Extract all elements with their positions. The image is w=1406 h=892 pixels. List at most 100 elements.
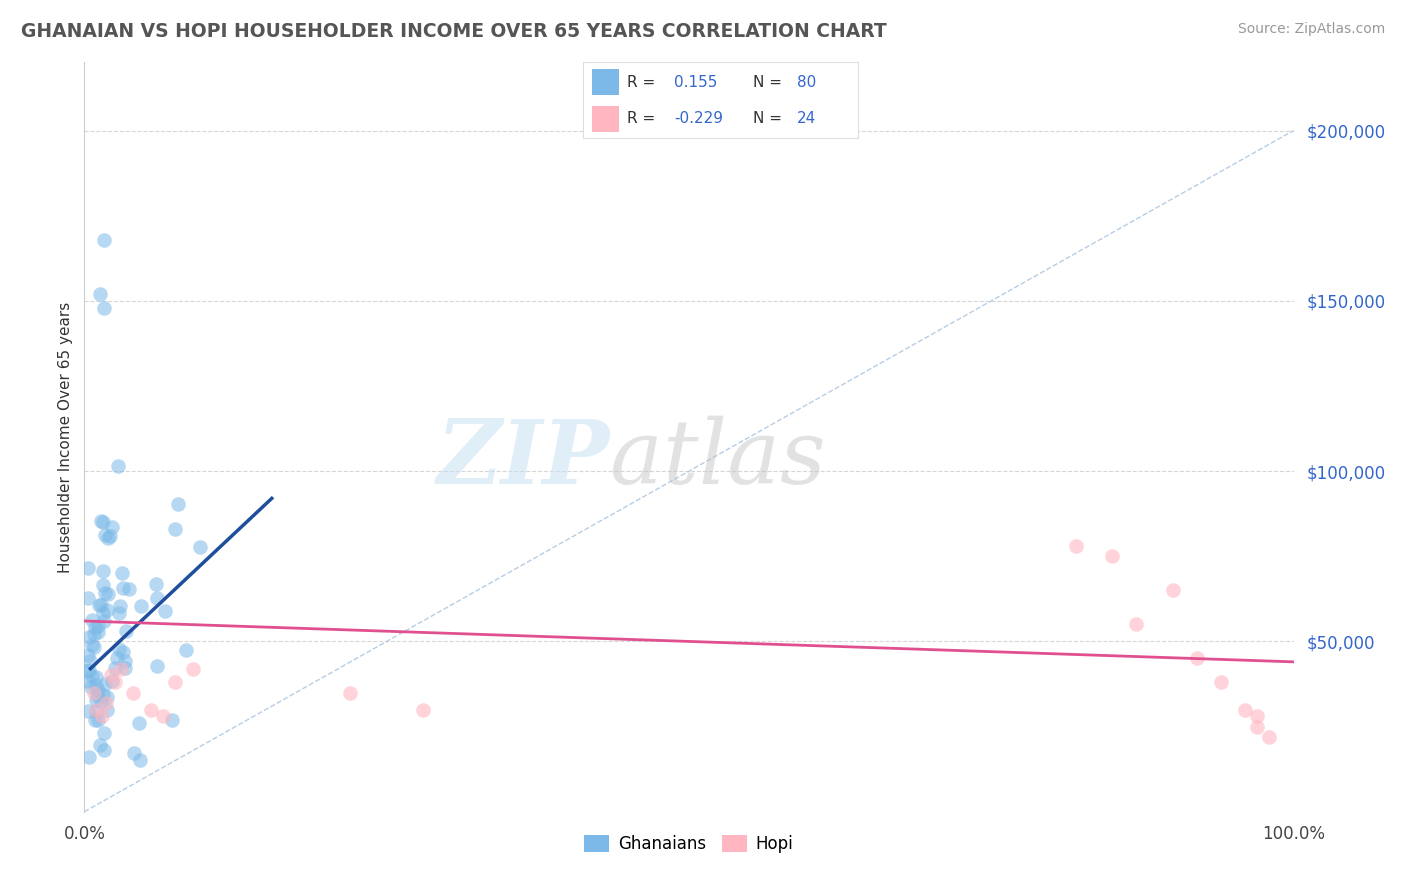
Point [1125,617,1147,632]
Point [339,685,361,699]
Point [107,459,129,474]
Point [167,497,190,511]
Point [1161,583,1184,598]
Point [82,638,104,652]
Point [93,233,115,247]
Point [77,591,100,606]
Point [108,606,131,620]
Point [82,613,104,627]
Point [83,640,105,655]
Point [90,514,112,528]
Text: N =: N = [754,75,783,90]
Point [110,599,132,613]
Point [110,662,132,676]
Point [77,750,100,764]
Point [112,644,135,658]
Point [79,654,101,668]
Point [146,591,169,606]
Point [111,582,134,596]
Point [77,704,100,718]
Point [128,715,150,730]
Point [91,515,114,529]
Y-axis label: Householder Income Over 65 years: Householder Income Over 65 years [58,301,73,573]
Point [89,738,111,752]
Point [94,696,117,710]
Point [91,606,114,620]
Point [98,529,121,543]
Point [77,673,100,688]
Point [139,702,162,716]
Point [129,753,152,767]
Point [117,582,139,596]
Point [121,685,143,699]
Point [1246,720,1268,734]
Point [93,301,115,315]
Point [145,577,167,591]
Point [165,675,187,690]
Point [80,681,103,695]
Point [83,685,105,699]
Point [86,702,108,716]
Text: Source: ZipAtlas.com: Source: ZipAtlas.com [1237,22,1385,37]
Point [77,663,100,677]
Point [91,688,114,702]
Point [146,659,169,673]
Point [163,522,186,536]
Point [152,709,174,723]
Point [84,678,107,692]
Point [90,598,112,612]
Point [1101,549,1123,564]
Point [1246,709,1268,723]
Text: R =: R = [627,111,655,126]
Point [1209,675,1232,690]
Point [84,693,107,707]
Point [91,709,114,723]
Point [412,702,434,716]
Point [1234,702,1257,716]
Point [90,694,112,708]
Point [1185,651,1208,665]
Point [155,604,177,618]
Point [86,683,108,698]
FancyBboxPatch shape [592,69,619,95]
Point [80,669,103,683]
Point [107,642,129,657]
Point [1258,730,1281,744]
Point [86,688,108,702]
Point [87,713,110,727]
Point [89,287,111,301]
Point [188,540,211,554]
Point [181,662,204,676]
Point [93,726,115,740]
Point [84,713,107,727]
Point [100,668,122,682]
Point [96,703,118,717]
Text: GHANAIAN VS HOPI HOUSEHOLDER INCOME OVER 65 YEARS CORRELATION CHART: GHANAIAN VS HOPI HOUSEHOLDER INCOME OVER… [21,22,887,41]
Point [93,578,115,592]
Point [94,528,117,542]
Point [94,586,117,600]
Point [114,661,136,675]
Point [122,747,145,761]
Point [131,599,153,613]
Point [160,713,183,727]
Point [87,619,110,633]
Point [77,648,100,663]
Point [77,664,100,678]
Point [1064,539,1087,553]
Text: N =: N = [754,111,783,126]
Point [97,587,120,601]
Text: R =: R = [627,75,655,90]
Point [115,624,138,639]
Point [93,743,115,757]
Point [174,642,197,657]
Point [104,675,127,690]
Text: 0.155: 0.155 [673,75,717,90]
Point [111,566,134,581]
Point [91,564,114,578]
FancyBboxPatch shape [583,62,858,138]
Point [84,670,107,684]
Text: ZIP: ZIP [437,417,610,503]
Point [87,599,110,613]
Point [104,661,127,675]
